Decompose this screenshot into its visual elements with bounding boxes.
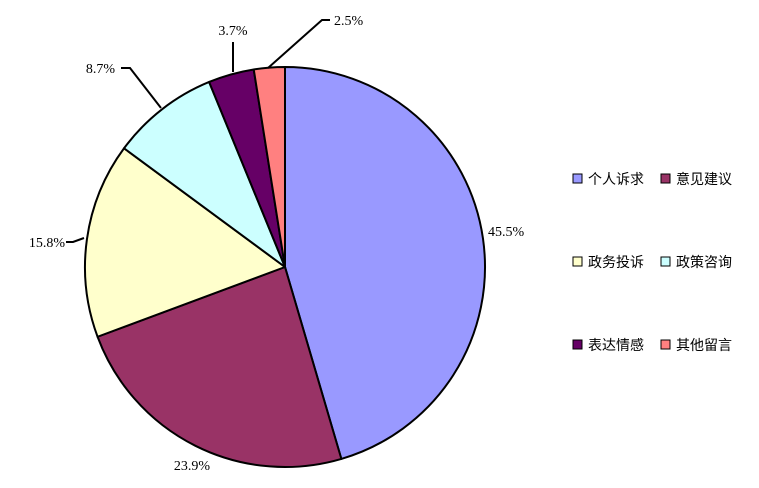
legend-label-6: 其他留言 (676, 338, 732, 354)
legend-swatch-3 (572, 256, 583, 267)
pie-percent-label-4: 8.7% (86, 62, 116, 77)
leader-line-3 (66, 237, 85, 243)
legend-swatch-1 (572, 173, 583, 184)
legend-label-4: 政策咨询 (676, 254, 732, 271)
legend-swatch-2 (660, 173, 671, 184)
pie-slice-2 (96, 266, 343, 469)
legend-item-5: 表达情感 (572, 337, 644, 354)
pie-slice-3 (84, 147, 286, 338)
pie-slices (84, 66, 487, 469)
leader-line-6 (267, 19, 330, 69)
pie-slice-4 (123, 80, 286, 268)
legend-item-1: 个人诉求 (572, 172, 644, 188)
pie-percent-label-2: 23.9% (174, 459, 211, 474)
pie-leader-lines (66, 19, 330, 243)
leader-line-4 (121, 67, 162, 109)
legend-item-3: 政务投诉 (572, 255, 644, 271)
pie-percent-labels: 45.5% 23.9% 15.8% 8.7% 3.7% 2.5% (29, 14, 525, 474)
pie-percent-label-3: 15.8% (29, 236, 66, 251)
legend-item-4: 政策咨询 (660, 254, 732, 271)
legend-label-2: 意见建议 (676, 171, 732, 188)
pie-percent-label-5: 3.7% (218, 24, 248, 39)
legend-item-6: 其他留言 (660, 338, 732, 354)
legend-label-3: 政务投诉 (588, 255, 644, 271)
legend-item-2: 意见建议 (660, 171, 732, 188)
legend-swatch-5 (572, 339, 583, 350)
legend-swatch-4 (660, 256, 671, 267)
legend-label-5: 表达情感 (588, 337, 644, 354)
legend-swatch-6 (660, 339, 671, 350)
legend-label-1: 个人诉求 (588, 172, 644, 188)
pie-percent-label-6: 2.5% (334, 14, 364, 29)
pie-percent-label-1: 45.5% (488, 225, 525, 240)
pie-slice-1 (284, 66, 487, 460)
